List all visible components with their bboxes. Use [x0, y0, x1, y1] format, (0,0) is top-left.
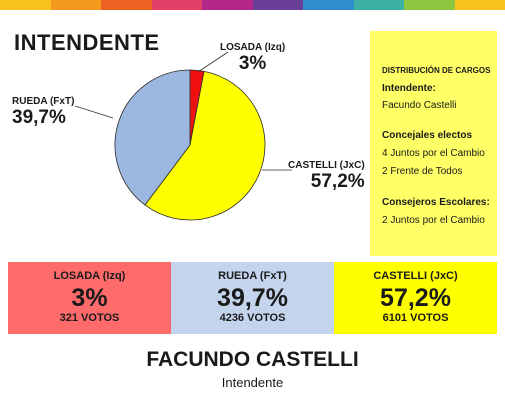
panel-concejales-2: 2 Frente de Todos	[382, 166, 463, 177]
label-castelli-name: CASTELLI (JxC)	[288, 160, 365, 171]
panel-intendente-value: Facundo Castelli	[382, 100, 457, 111]
result-votes: 6101 VOTOS	[382, 312, 449, 324]
stripe-segment	[404, 0, 455, 10]
stripe-segment	[202, 0, 253, 10]
stripe-segment	[454, 0, 505, 10]
panel-intendente-label: Intendente:	[382, 83, 436, 94]
result-box-castelli: CASTELLI (JxC) 57,2% 6101 VOTOS	[334, 262, 497, 334]
leader-line-rueda	[74, 105, 114, 119]
stripe-segment	[353, 0, 404, 10]
label-rueda: RUEDA (FxT) 39,7%	[12, 96, 74, 129]
result-box-rueda: RUEDA (FxT) 39,7% 4236 VOTOS	[171, 262, 334, 334]
panel-consejeros-label: Consejeros Escolares:	[382, 197, 490, 208]
result-percent: 39,7%	[217, 284, 288, 312]
label-castelli-percent: 57,2%	[310, 171, 365, 192]
pie-slice-rueda	[114, 69, 191, 206]
label-losada-percent: 3%	[238, 53, 267, 74]
stripe-segment	[151, 0, 202, 10]
winner-name: FACUNDO CASTELLI	[146, 348, 359, 371]
pie-chart	[74, 51, 292, 221]
label-castelli: CASTELLI (JxC) 57,2%	[288, 160, 365, 193]
chart-title: INTENDENTE	[14, 30, 160, 55]
pie-slice-castelli	[144, 70, 266, 221]
result-percent: 3%	[71, 284, 108, 312]
stripe-segment	[0, 0, 51, 10]
color-stripe	[0, 0, 505, 10]
stripe-segment	[252, 0, 303, 10]
result-box-losada: LOSADA (Izq) 3% 321 VOTOS	[8, 262, 171, 334]
panel-concejales-1: 4 Juntos por el Cambio	[382, 148, 485, 159]
label-rueda-percent: 39,7%	[12, 107, 66, 128]
winner-role: Intendente	[221, 375, 284, 390]
label-losada-name: LOSADA (Izq)	[220, 42, 286, 53]
panel-heading: DISTRIBUCIÓN DE CARGOS	[382, 66, 491, 75]
label-rueda-name: RUEDA (FxT)	[12, 96, 75, 107]
result-name: RUEDA (FxT)	[218, 270, 287, 282]
panel-concejales-label: Concejales electos	[382, 130, 473, 141]
stripe-segment	[50, 0, 101, 10]
panel-consejeros-1: 2 Juntos por el Cambio	[382, 215, 485, 226]
stripe-segment	[303, 0, 354, 10]
leader-line-losada	[197, 51, 229, 73]
label-losada: LOSADA (Izq) 3%	[220, 42, 285, 75]
result-votes: 4236 VOTOS	[219, 312, 286, 324]
result-name: LOSADA (Izq)	[53, 270, 126, 282]
result-name: CASTELLI (JxC)	[373, 270, 458, 282]
distribution-panel: DISTRIBUCIÓN DE CARGOS Intendente: Facun…	[370, 31, 497, 256]
result-percent: 57,2%	[380, 284, 451, 312]
stripe-segment	[101, 0, 152, 10]
result-votes: 321 VOTOS	[59, 312, 120, 324]
